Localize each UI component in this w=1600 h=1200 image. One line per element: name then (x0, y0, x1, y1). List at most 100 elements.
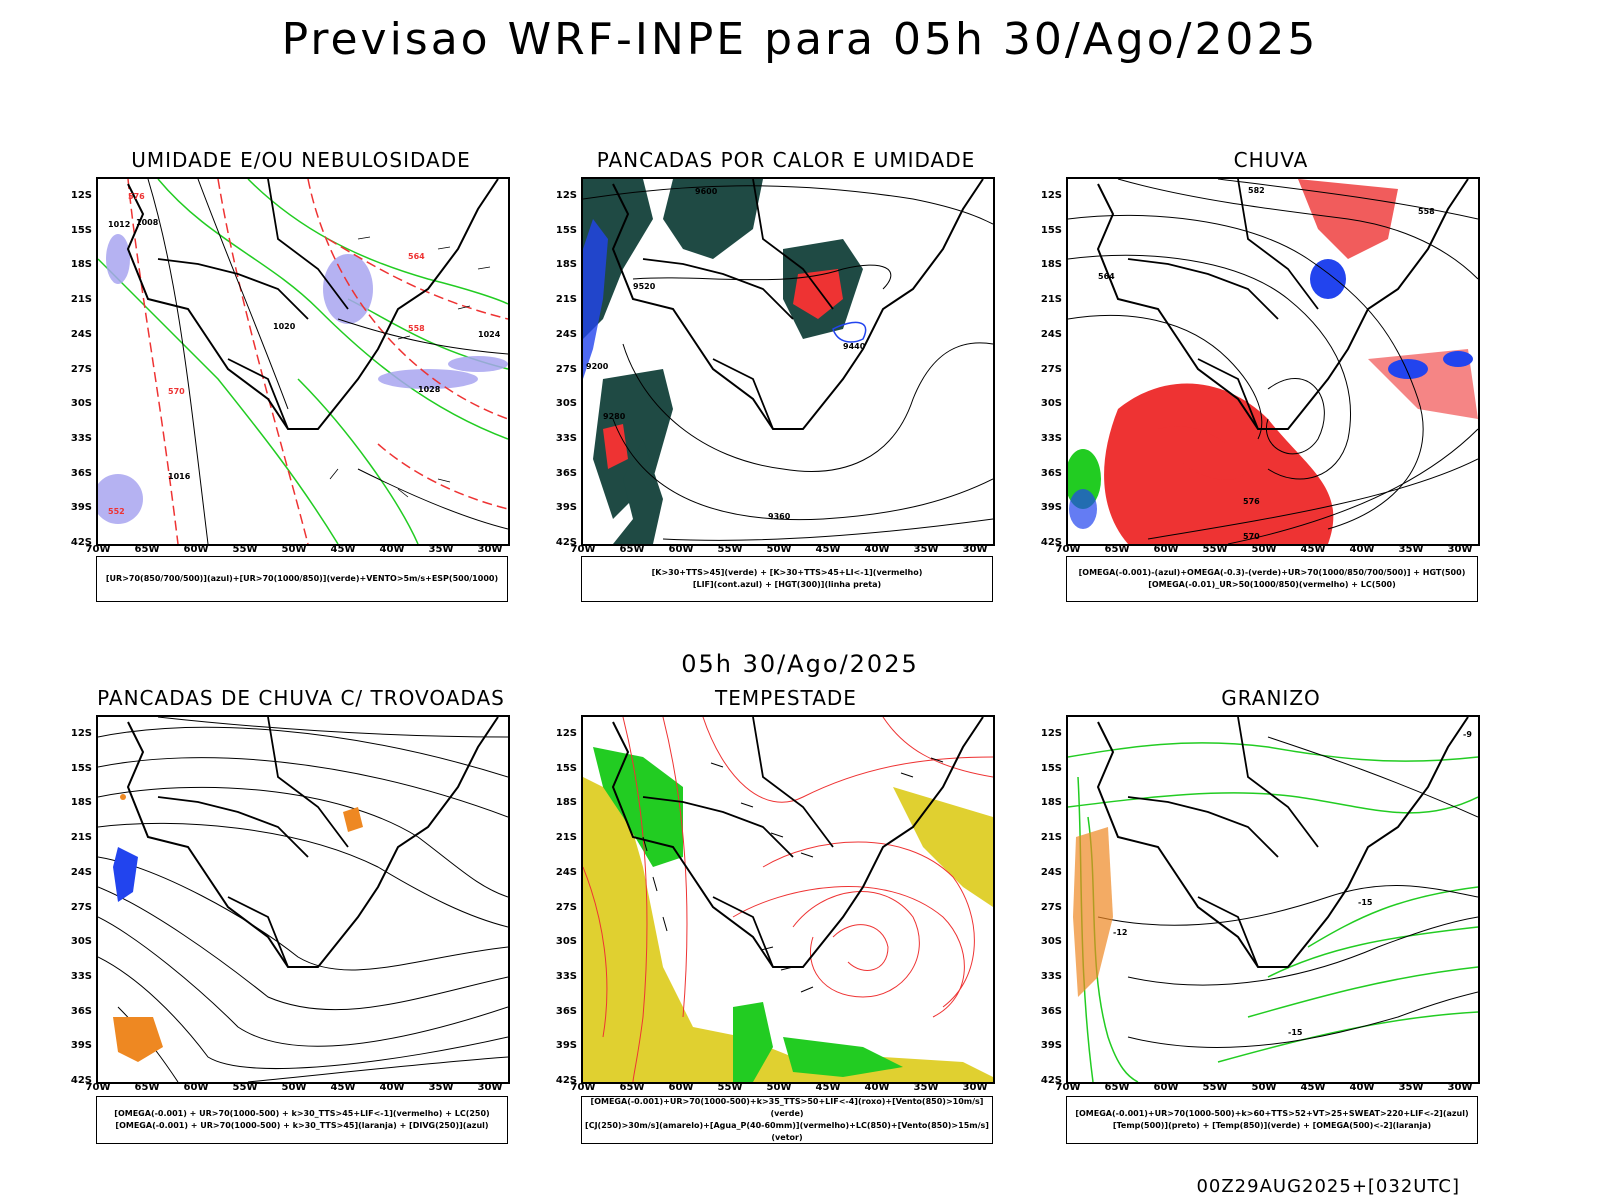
contour-label: 1028 (418, 385, 441, 394)
lc250-streamlines (98, 717, 508, 1082)
contour-label: 9440 (843, 342, 866, 351)
x-tick-label: 55W (717, 1082, 743, 1093)
y-tick-label: 18S (70, 797, 92, 809)
map-tempestade (581, 715, 995, 1084)
border-line (1237, 717, 1319, 848)
x-tick-label: 30W (477, 1082, 503, 1093)
hgt300-contour (622, 342, 993, 472)
x-tick-label: 50W (1251, 544, 1277, 555)
y-tick-label: 21S (1040, 294, 1062, 306)
main-title: Previsao WRF-INPE para 05h 30/Ago/2025 (281, 14, 1319, 65)
contour-label: 558 (1418, 207, 1435, 216)
legend-line: [UR>70(850/700/500)](azul)+[UR>70(1000/8… (105, 574, 499, 583)
y-tick-label: 39S (70, 1040, 92, 1052)
y-tick-label: 33S (555, 970, 577, 982)
contour-label: 582 (1248, 186, 1265, 195)
hgt500-streamlines (1068, 179, 1478, 544)
border-line (752, 179, 834, 310)
hgt300-contour (612, 418, 993, 521)
contour-label: 1020 (273, 322, 296, 331)
contour-label: 576 (128, 192, 145, 201)
y-axis-labels: 12S 15S 18S 21S 24S 27S 30S 33S 36S 39S 42S (56, 715, 96, 1086)
x-tick-label: 60W (183, 544, 209, 555)
x-axis-labels: 70W 65W 60W 55W 50W 45W 40W 35W 30W (1056, 544, 1476, 558)
x-tick-label: 45W (1300, 1082, 1326, 1093)
border-line (267, 179, 349, 310)
y-tick-label: 36S (555, 1005, 577, 1017)
x-tick-label: 60W (668, 1082, 694, 1093)
wind-vectors (329, 236, 491, 498)
y-axis-labels: 12S 15S 18S 21S 24S 27S 30S 33S 36S 39S 42S (541, 177, 581, 548)
coastline (126, 717, 499, 968)
y-tick-label: 36S (1040, 467, 1062, 479)
y-tick-label: 18S (1040, 797, 1062, 809)
x-tick-label: 45W (1300, 544, 1326, 555)
high-humidity-area (378, 369, 478, 389)
border-line (227, 358, 289, 430)
x-tick-label: 65W (1104, 1082, 1130, 1093)
map-chuva-plot: 582 576 570 564 558 (1068, 179, 1478, 544)
y-tick-label: 27S (1040, 363, 1062, 375)
y-axis-labels: 12S 15S 18S 21S 24S 27S 30S 33S 36S 39S 42S (1026, 715, 1066, 1086)
x-tick-label: 70W (85, 1082, 111, 1093)
y-axis-labels: 12S 15S 18S 21S 24S 27S 30S 33S 36S 39S 42S (1026, 177, 1066, 548)
y-tick-label: 33S (1040, 970, 1062, 982)
y-tick-label: 12S (1040, 190, 1062, 201)
contour-label: -15 (1288, 1028, 1303, 1037)
map-pancadas-trovoadas (96, 715, 510, 1084)
y-tick-label: 18S (555, 259, 577, 271)
contour-label: 576 (1243, 497, 1260, 506)
omega-blue-area (1388, 359, 1428, 379)
y-tick-label: 39S (555, 502, 577, 514)
thickness-contour (217, 179, 309, 544)
border-line (712, 358, 774, 430)
y-tick-label: 24S (70, 866, 92, 878)
legend-line: [OMEGA(-0.001)-(azul)+OMEGA(-0.3)-(verde… (1078, 568, 1466, 577)
legend-line: [OMEGA(-0.01)_UR>50(1000/850)(vermelho) … (1148, 580, 1396, 589)
y-tick-label: 15S (1040, 224, 1062, 236)
x-tick-label: 35W (913, 1082, 939, 1093)
legend-line: [OMEGA(-0.001) + UR>70(1000-500) + k>30_… (115, 1121, 489, 1130)
x-tick-label: 30W (1447, 1082, 1473, 1093)
x-tick-label: 65W (619, 544, 645, 555)
wind-vectors (642, 757, 944, 993)
x-axis-labels: 70W 65W 60W 55W 50W 45W 40W 35W 30W (1056, 1082, 1476, 1096)
x-tick-label: 45W (330, 544, 356, 555)
panel-title-umidade: UMIDADE E/OU NEBULOSIDADE (131, 148, 471, 172)
border-line (1197, 358, 1259, 430)
y-tick-label: 27S (555, 363, 577, 375)
border-line (227, 896, 289, 968)
y-tick-label: 24S (1040, 866, 1062, 878)
lifted-index-contour (832, 321, 867, 343)
humidity-contour (297, 378, 419, 544)
x-tick-label: 50W (766, 1082, 792, 1093)
x-tick-label: 70W (570, 544, 596, 555)
border-line (157, 258, 309, 320)
y-tick-label: 33S (555, 432, 577, 444)
x-tick-label: 65W (619, 1082, 645, 1093)
contour-label: 552 (108, 507, 125, 516)
y-tick-label: 36S (555, 467, 577, 479)
contour-label: 1016 (168, 472, 191, 481)
rain-area (1158, 426, 1248, 480)
x-tick-label: 65W (134, 544, 160, 555)
thickness-contour (127, 179, 179, 544)
omega-blue-area (1310, 259, 1346, 299)
y-tick-label: 21S (1040, 832, 1062, 844)
y-tick-label: 36S (1040, 1005, 1062, 1017)
y-tick-label: 21S (70, 294, 92, 306)
contour-label: 570 (1243, 532, 1260, 541)
omega-blue-area (1443, 351, 1473, 367)
legend-line: [LIF](cont.azul) + [HGT(300)](linha pret… (692, 580, 882, 589)
legend-line: [OMEGA(-0.001) + UR>70(1000-500) + k>30_… (114, 1109, 490, 1118)
x-tick-label: 60W (183, 1082, 209, 1093)
x-tick-label: 35W (428, 544, 454, 555)
x-tick-label: 70W (1055, 544, 1081, 555)
legend-line: [CJ(250)>30m/s](amarelo)+[Agua_P(40-60mm… (585, 1121, 989, 1142)
x-tick-label: 55W (1202, 544, 1228, 555)
contour-label: 9360 (768, 512, 791, 521)
contour-label: -9 (1463, 730, 1472, 739)
legend-chuva: [OMEGA(-0.001)-(azul)+OMEGA(-0.3)-(verde… (1066, 556, 1478, 602)
y-tick-label: 39S (1040, 502, 1062, 514)
strong-wind-area (593, 747, 683, 867)
